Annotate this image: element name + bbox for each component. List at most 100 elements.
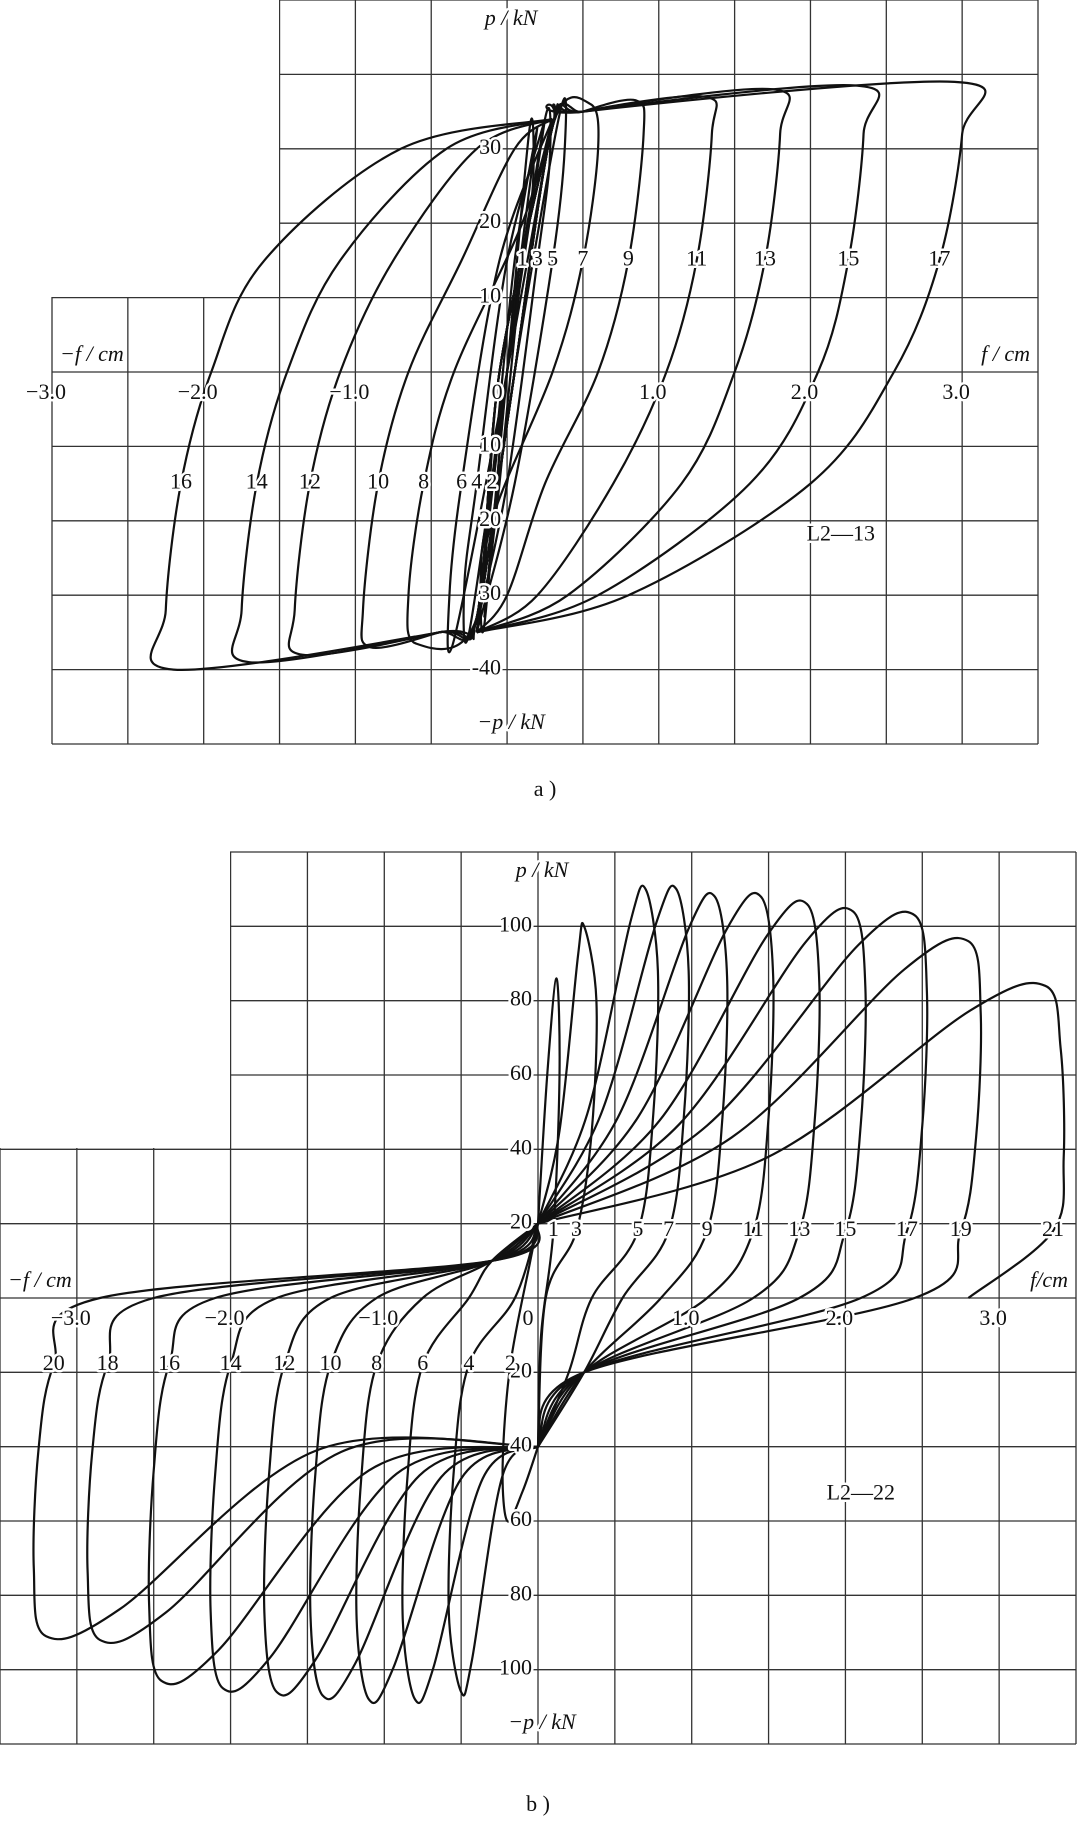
curve-label: 2	[486, 469, 497, 494]
x-tick-label: −3.0	[51, 1305, 91, 1330]
blank-corner	[50, 0, 279, 297]
curve-label: 9	[702, 1216, 713, 1241]
curve-label: 16	[170, 469, 192, 494]
x-tick-label: 3.0	[979, 1305, 1007, 1330]
y-tick-label: 20	[479, 506, 501, 531]
y-tick-label: 80	[510, 1580, 532, 1605]
curve-label: 20	[43, 1350, 65, 1375]
hysteresis-curve	[86, 1222, 539, 1644]
y-tick-label: 30	[479, 134, 501, 159]
hysteresis-curve	[209, 1222, 539, 1693]
x-axis-title: f / cm	[981, 341, 1030, 366]
curve-label: 1	[548, 1216, 559, 1241]
y-tick-label: -40	[472, 655, 501, 680]
caption: a )	[534, 776, 557, 801]
curve-label: 10	[367, 469, 389, 494]
curve-label: 3	[571, 1216, 582, 1241]
x-tick-label: 1.0	[672, 1305, 700, 1330]
x-tick-label: 2.0	[826, 1305, 854, 1330]
curve-label: 15	[837, 245, 859, 270]
curve-label: 16	[158, 1350, 180, 1375]
annotation: L2—22	[827, 1479, 895, 1504]
y-tick-label: 20	[479, 208, 501, 233]
curve-label: 12	[273, 1350, 295, 1375]
curve-label: 8	[371, 1350, 382, 1375]
y-tick-label: 40	[510, 1134, 532, 1159]
curve-label: 7	[663, 1216, 674, 1241]
hysteresis-curve	[309, 1222, 539, 1701]
curve-label: 13	[754, 245, 776, 270]
curve-label: 11	[743, 1216, 764, 1241]
y-tick-label: 100	[499, 1655, 532, 1680]
hysteresis-curve	[401, 1222, 539, 1705]
x-tick-label: 2.0	[791, 379, 819, 404]
hysteresis-curve	[537, 981, 1066, 1299]
y-axis-title: p / kN	[514, 857, 570, 882]
hysteresis-curve	[446, 118, 554, 654]
curve-label: 14	[220, 1350, 242, 1375]
x-tick-label: 1.0	[639, 379, 667, 404]
curve-label: 7	[577, 245, 588, 270]
x-tick-label: −1.0	[329, 379, 369, 404]
curve-label: 4	[471, 469, 482, 494]
y-tick-label: 10	[479, 283, 501, 308]
y-tick-label: 30	[479, 580, 501, 605]
y-tick-label: 100	[499, 911, 532, 936]
hysteresis-curve	[147, 1222, 539, 1686]
curve-label: 2	[505, 1350, 516, 1375]
curve-label: 12	[299, 469, 321, 494]
x-tick-label: −3.0	[26, 379, 66, 404]
hysteresis-curve	[475, 80, 987, 634]
hysteresis-curve	[537, 910, 929, 1448]
curve-label: 4	[463, 1350, 474, 1375]
y-tick-label: 20	[510, 1209, 532, 1234]
blank-corner	[0, 850, 230, 1148]
curve-label: 5	[547, 245, 558, 270]
x-tick-label: 0	[492, 379, 503, 404]
chart: −3.0 −2.0 −1.0 0 1.0 2.0 3.0 30 20 10 10 20 30 -40 12 3…	[24, 0, 1039, 801]
curve-label: 3	[532, 245, 543, 270]
x-tick-label: −2.0	[178, 379, 218, 404]
hysteresis-curve	[537, 899, 821, 1448]
x-axis-title-negative: −f / cm	[60, 341, 124, 366]
curve-label: 13	[788, 1216, 810, 1241]
hysteresis-curve	[447, 1223, 540, 1697]
y-axis-title-negative: −p / kN	[477, 709, 546, 734]
curve-label: 9	[623, 245, 634, 270]
x-axis-title-negative: −f / cm	[8, 1267, 72, 1292]
chart: −3.0 −2.0 −1.0 0 1.0 2.0 3.0 100 80 60 40 20 20 40 60 8…	[0, 850, 1077, 1816]
x-axis-title: f/cm	[1030, 1267, 1068, 1292]
curve-label: 8	[418, 469, 429, 494]
hysteresis-curve	[537, 891, 775, 1448]
curve-label: 14	[246, 469, 268, 494]
curve-label: 17	[928, 245, 950, 270]
curve-label: 18	[97, 1350, 119, 1375]
curve-label: 5	[632, 1216, 643, 1241]
hysteresis-curve	[536, 884, 660, 1448]
y-tick-label: 60	[510, 1506, 532, 1531]
hysteresis-curve	[262, 1222, 539, 1697]
curve-label: 6	[417, 1350, 428, 1375]
y-tick-label: 40	[510, 1432, 532, 1457]
hysteresis-curve	[536, 921, 598, 1447]
curve-label: 6	[456, 469, 467, 494]
curve-label: 21	[1042, 1216, 1064, 1241]
y-tick-label: 10	[479, 431, 501, 456]
x-tick-label: 3.0	[942, 379, 970, 404]
y-axis-title-negative: −p / kN	[508, 1709, 577, 1734]
caption: b )	[526, 1791, 550, 1816]
curve-label: 17	[896, 1216, 918, 1241]
annotation: L2—13	[807, 521, 875, 546]
curve-label: 10	[319, 1350, 341, 1375]
hysteresis-curve	[536, 937, 983, 1448]
hysteresis-curve	[537, 907, 867, 1448]
x-tick-label: 0	[523, 1305, 534, 1330]
y-tick-label: 60	[510, 1060, 532, 1085]
y-axis-title: p / kN	[483, 5, 539, 30]
curve-label: 19	[950, 1216, 972, 1241]
x-tick-label: −2.0	[205, 1305, 245, 1330]
hysteresis-curve	[32, 1222, 541, 1641]
hysteresis-curve	[149, 117, 554, 671]
x-tick-label: −1.0	[358, 1305, 398, 1330]
